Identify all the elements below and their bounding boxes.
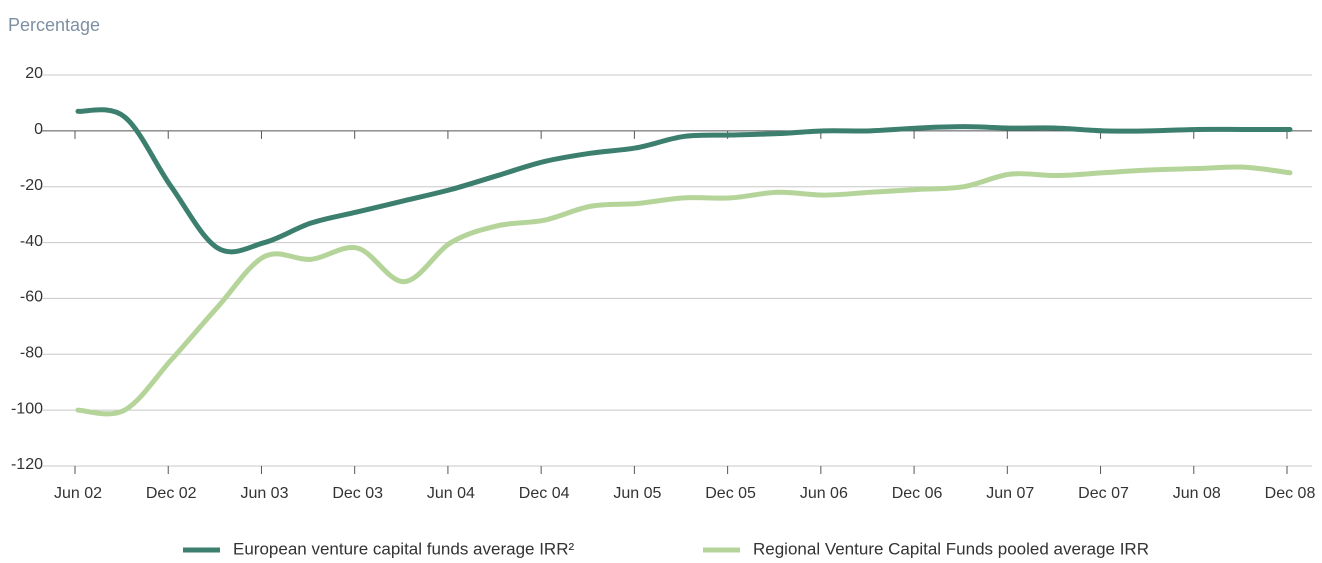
x-tick-label: Jun 03 — [240, 485, 288, 502]
x-tick-label: Dec 03 — [332, 485, 383, 502]
y-tick-label: -80 — [20, 345, 43, 362]
legend-label: European venture capital funds average I… — [233, 539, 574, 558]
x-tick-label: Jun 02 — [54, 485, 102, 502]
x-tick-label: Dec 02 — [146, 485, 197, 502]
x-tick-label: Dec 04 — [519, 485, 570, 502]
x-tick-label: Dec 07 — [1078, 485, 1129, 502]
x-tick-label: Dec 06 — [892, 485, 943, 502]
series-line — [75, 107, 1293, 255]
y-tick-label: -40 — [20, 233, 43, 250]
x-tick-label: Jun 07 — [986, 485, 1034, 502]
y-tick-label: -60 — [20, 289, 43, 306]
x-tick-label: Jun 04 — [427, 485, 475, 502]
y-tick-label: -120 — [11, 456, 43, 473]
x-tick-label: Jun 08 — [1173, 485, 1221, 502]
y-axis-label: Percentage — [8, 15, 100, 35]
y-tick-label: -20 — [20, 177, 43, 194]
y-tick-label: -100 — [11, 400, 43, 417]
x-tick-label: Jun 06 — [800, 485, 848, 502]
y-tick-label: 0 — [34, 121, 43, 138]
series-line — [75, 164, 1293, 417]
x-tick-label: Jun 05 — [613, 485, 661, 502]
x-tick-label: Dec 05 — [705, 485, 756, 502]
x-tick-label: Dec 08 — [1265, 485, 1316, 502]
y-tick-label: 20 — [25, 65, 43, 82]
legend-label: Regional Venture Capital Funds pooled av… — [753, 539, 1149, 558]
